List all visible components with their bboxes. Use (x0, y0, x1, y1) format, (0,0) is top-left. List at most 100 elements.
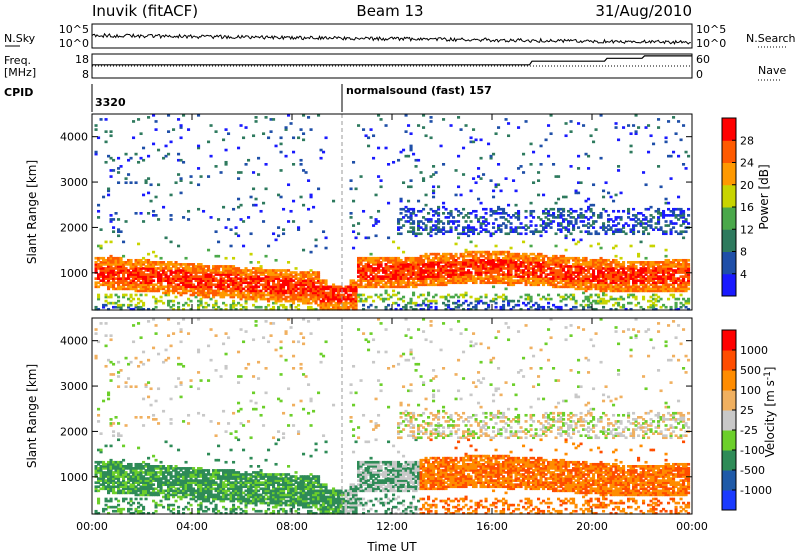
power-cell (139, 293, 143, 297)
power-cell (452, 222, 456, 225)
power-cell (257, 277, 261, 280)
power-cell (297, 287, 301, 291)
power-cell (489, 265, 493, 268)
power-cell (684, 267, 688, 270)
power-cell (134, 267, 138, 270)
power-cell (144, 273, 148, 276)
power-cell (679, 224, 683, 227)
power-cell (607, 275, 611, 278)
power-cell (332, 285, 336, 289)
power-cell (394, 273, 398, 276)
power-cell (454, 254, 458, 258)
power-cell (552, 254, 556, 258)
power-cell (387, 261, 391, 264)
power-cell (282, 293, 286, 297)
power-cell (607, 287, 611, 291)
power-cell (419, 261, 423, 264)
velocity-cell (97, 469, 101, 472)
power-cell (449, 271, 453, 274)
power-cell (297, 293, 301, 297)
power-cell (174, 277, 178, 280)
power-cell (222, 205, 226, 209)
power-cell (272, 305, 276, 309)
power-cell (544, 216, 548, 219)
power-cell (607, 263, 611, 266)
power-cell (172, 265, 176, 268)
velocity-cell (107, 483, 111, 487)
power-cell (664, 263, 668, 266)
power-cell (604, 275, 608, 278)
power-cell (627, 277, 631, 280)
power-cell (679, 293, 683, 297)
power-cell (584, 265, 588, 268)
power-cell (172, 279, 176, 283)
power-cell (229, 267, 233, 270)
power-cell (182, 285, 186, 289)
power-cell (169, 305, 173, 309)
power-cell (674, 207, 678, 211)
power-cell (352, 301, 356, 305)
power-cell (584, 258, 588, 262)
power-cell (687, 281, 691, 285)
power-cell (409, 267, 413, 270)
power-cell (379, 293, 383, 297)
power-cell (207, 291, 211, 295)
power-cell (577, 279, 581, 283)
power-cell (559, 305, 563, 309)
power-cell (472, 281, 476, 285)
power-cell (407, 279, 411, 283)
power-cell (287, 269, 291, 272)
power-cell (502, 252, 506, 256)
power-cell (562, 267, 566, 270)
power-cell (449, 230, 453, 234)
power-cell (254, 305, 258, 309)
power-cell (179, 269, 183, 272)
power-cell (119, 303, 123, 307)
power-cell (587, 297, 591, 301)
power-cell (324, 285, 328, 289)
power-cell (459, 271, 463, 274)
power-cell (119, 265, 123, 268)
power-cell (594, 232, 598, 236)
power-cell (372, 299, 376, 303)
power-cell (252, 275, 256, 278)
power-cell (282, 207, 286, 211)
power-cell (597, 273, 601, 276)
power-cell (217, 273, 221, 276)
power-cell (112, 169, 116, 172)
power-cell (417, 124, 421, 127)
power-cell (649, 305, 653, 309)
power-cell (414, 263, 418, 266)
power-cell (564, 303, 568, 307)
power-cell (477, 232, 481, 236)
power-cell (534, 256, 538, 260)
power-cell (482, 277, 486, 280)
power-cell (249, 283, 253, 287)
power-cell (104, 269, 108, 272)
power-cell (554, 216, 558, 219)
power-cell (447, 269, 451, 272)
power-cell (107, 283, 111, 287)
power-cell (494, 263, 498, 266)
power-cell (514, 230, 518, 234)
power-cell (169, 263, 173, 266)
power-cell (559, 277, 563, 280)
power-cell (572, 216, 576, 219)
power-cell (657, 265, 661, 268)
power-cell (399, 207, 403, 211)
power-cell (327, 287, 331, 291)
power-cell (479, 258, 483, 262)
power-cell (617, 222, 621, 225)
power-cell (219, 291, 223, 295)
power-cell (657, 279, 661, 283)
power-cell (322, 301, 326, 305)
power-cell (357, 222, 361, 225)
power-cell (547, 279, 551, 283)
power-cell (412, 277, 416, 280)
velocity-cell (109, 360, 113, 364)
power-cell (569, 293, 573, 297)
power-cell (389, 261, 393, 264)
power-cell (647, 271, 651, 274)
power-cell (489, 269, 493, 272)
power-cell (287, 299, 291, 303)
